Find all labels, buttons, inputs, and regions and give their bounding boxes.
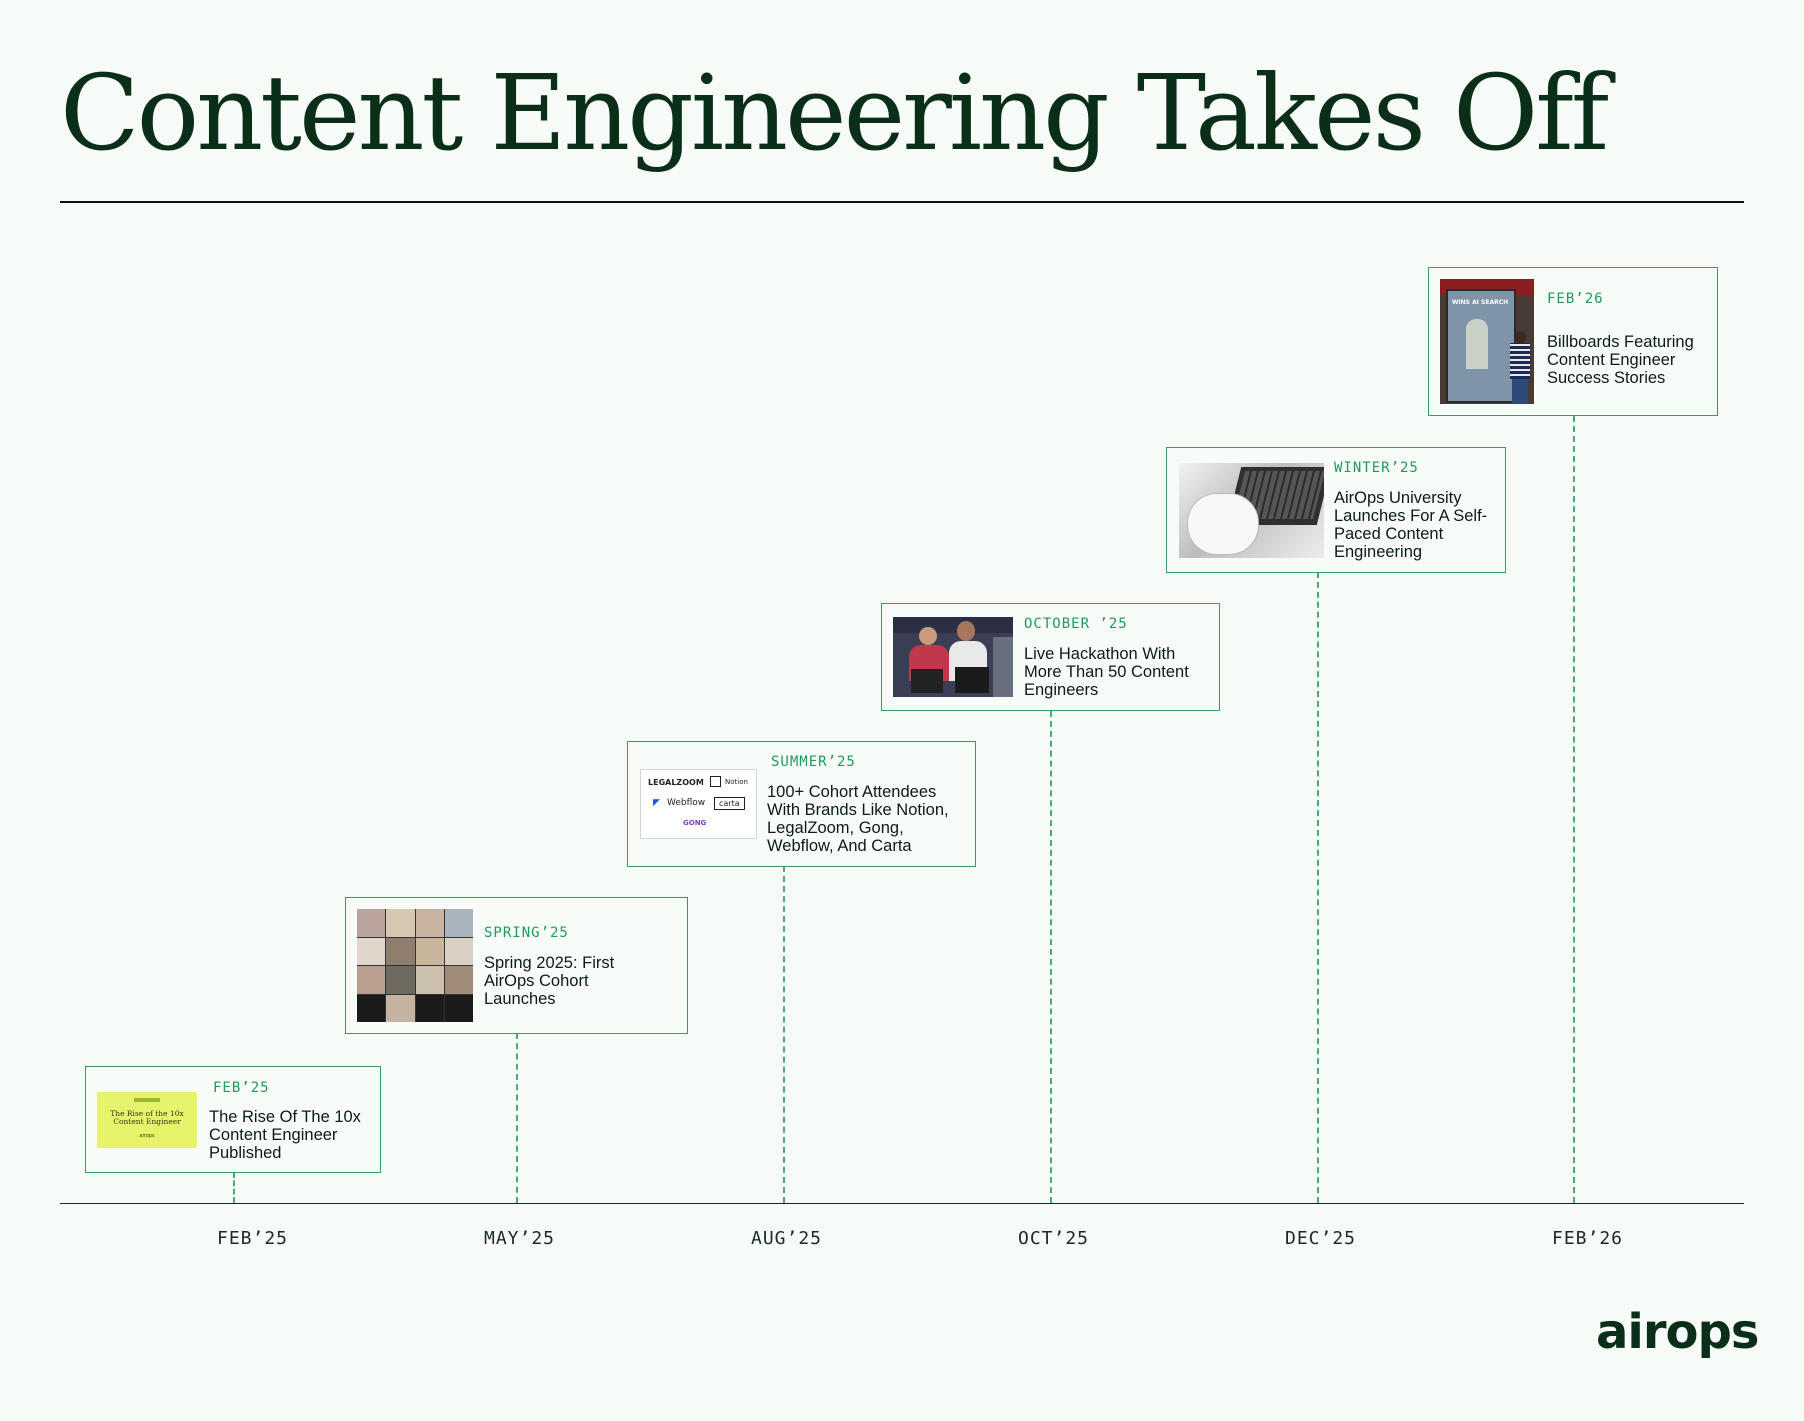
milestone-text: Billboards Featuring Content Engineer Su… (1547, 333, 1694, 387)
milestone-date: SUMMER’25 (771, 754, 856, 770)
milestone-date: SPRING’25 (484, 925, 569, 941)
brand-logos-thumbnail: LEGALZOOM Notion ◤ Webflow carta GONG (640, 769, 757, 839)
axis-tick-feb-26: FEB’26 (1552, 1228, 1624, 1249)
milestone-date: WINTER’25 (1334, 460, 1419, 476)
milestone-text: Live Hackathon With More Than 50 Content… (1024, 645, 1189, 699)
connector-line-3 (783, 866, 785, 1203)
participant-tile (415, 937, 444, 965)
participant-tile (386, 966, 415, 994)
participant-tile (444, 937, 473, 965)
legalzoom-logo: LEGALZOOM (648, 778, 704, 787)
connector-line-5 (1317, 572, 1319, 1203)
photo-background (993, 637, 1013, 697)
participant-tile (357, 966, 386, 994)
cover-logo: airops (139, 1133, 155, 1139)
notion-logo: Notion (725, 778, 748, 786)
connector-line-6 (1573, 416, 1575, 1203)
participant-tile (415, 909, 444, 937)
person-head (1514, 331, 1526, 343)
participant-tile (357, 937, 386, 965)
gong-logo: GONG (683, 819, 707, 827)
milestone-card-feb-25[interactable]: The Rise of the 10x Content Engineer air… (85, 1066, 381, 1173)
milestone-card-october-25[interactable]: OCTOBER ’25 Live Hackathon With More Tha… (881, 603, 1220, 711)
billboard-headline: WINS AI SEARCH (1451, 299, 1509, 306)
participant-tile (415, 994, 444, 1022)
participant-tile (386, 994, 415, 1022)
laptop-photo-thumbnail (1179, 463, 1324, 558)
connector-line-2 (516, 1033, 518, 1203)
person-head (957, 621, 975, 641)
connector-line-4 (1050, 711, 1052, 1203)
person-arm (1187, 493, 1259, 555)
photo-background (893, 617, 1013, 633)
billboard-figure (1466, 319, 1488, 369)
report-cover-thumbnail: The Rise of the 10x Content Engineer air… (97, 1092, 197, 1148)
axis-tick-oct-25: OCT’25 (1018, 1228, 1090, 1249)
participant-tile (415, 966, 444, 994)
person-body (1510, 343, 1530, 379)
milestone-text: The Rise Of The 10x Content Engineer Pub… (209, 1108, 361, 1162)
person-head (919, 627, 937, 645)
page-title: Content Engineering Takes Off (60, 52, 1609, 174)
cover-tag (134, 1098, 160, 1102)
laptop-shape (955, 667, 989, 693)
billboard-photo-thumbnail: WINS AI SEARCH (1440, 279, 1534, 404)
hackathon-photo-thumbnail (893, 617, 1013, 697)
milestone-card-winter-25[interactable]: WINTER’25 AirOps University Launches For… (1166, 447, 1506, 573)
milestone-text: AirOps University Launches For A Self-Pa… (1334, 489, 1488, 561)
laptop-shape (911, 669, 943, 693)
milestone-text: 100+ Cohort Attendees With Brands Like N… (767, 783, 949, 855)
participant-tile (357, 994, 386, 1022)
milestone-card-summer-25[interactable]: LEGALZOOM Notion ◤ Webflow carta GONG SU… (627, 741, 976, 867)
cover-title-line-2: Content Engineer (113, 1117, 181, 1126)
milestone-card-spring-25[interactable]: SPRING’25 Spring 2025: First AirOps Coho… (345, 897, 688, 1034)
milestone-date: FEB’26 (1547, 291, 1604, 307)
axis-tick-feb-25: FEB’25 (217, 1228, 289, 1249)
person-legs (1512, 379, 1528, 404)
cover-title-line-1: The Rise of the 10x (110, 1109, 184, 1118)
participant-tile (444, 966, 473, 994)
airops-logo: airops (1596, 1304, 1759, 1360)
milestone-card-feb-26[interactable]: WINS AI SEARCH FEB’26 Billboards Featuri… (1428, 267, 1718, 416)
milestone-text: Spring 2025: First AirOps Cohort Launche… (484, 954, 615, 1008)
video-call-grid-thumbnail (357, 909, 473, 1022)
participant-tile (386, 937, 415, 965)
participant-tile (386, 909, 415, 937)
milestone-date: OCTOBER ’25 (1024, 616, 1128, 632)
timeline-axis (60, 1203, 1744, 1204)
connector-line-1 (233, 1172, 235, 1203)
axis-tick-aug-25: AUG’25 (751, 1228, 823, 1249)
participant-tile (357, 909, 386, 937)
notion-icon (710, 776, 721, 787)
participant-tile (444, 909, 473, 937)
milestone-date: FEB’25 (213, 1080, 270, 1096)
carta-logo: carta (714, 797, 745, 810)
webflow-logo: Webflow (667, 798, 706, 808)
axis-tick-may-25: MAY’25 (484, 1228, 556, 1249)
title-divider (60, 201, 1744, 203)
axis-tick-dec-25: DEC’25 (1285, 1228, 1357, 1249)
participant-tile (444, 994, 473, 1022)
webflow-icon: ◤ (653, 798, 660, 808)
